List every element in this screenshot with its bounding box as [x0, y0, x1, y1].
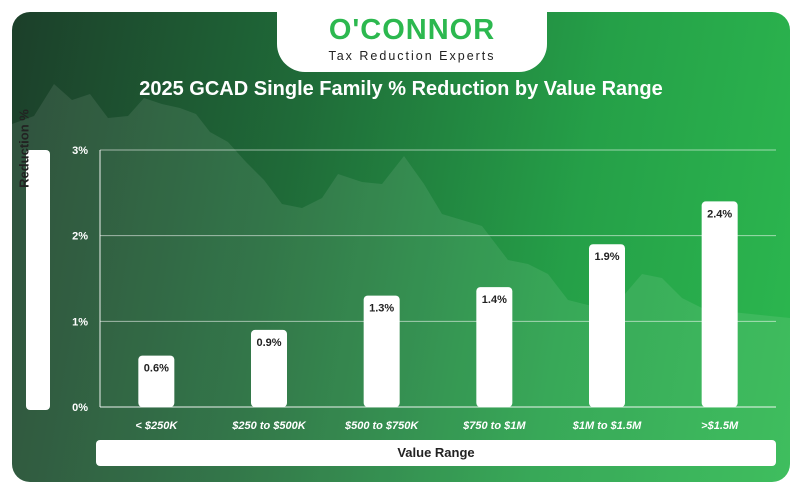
chart-title: 2025 GCAD Single Family % Reduction by V… [139, 78, 663, 100]
bar-value-label: 1.3% [369, 303, 394, 315]
bar [251, 329, 287, 407]
x-axis-label: Value Range [96, 440, 776, 466]
bar-value-label: 1.4% [482, 294, 507, 306]
x-tick-label: $750 to $1M [462, 420, 526, 432]
bar [589, 244, 625, 407]
x-tick-label: $250 to $500K [231, 420, 306, 432]
bar [363, 295, 400, 407]
bar [476, 287, 513, 407]
bar-value-label: 1.9% [594, 251, 619, 263]
brand-tagline: Tax Reduction Experts [328, 49, 496, 63]
y-tick-label: 0% [72, 402, 88, 414]
y-axis-label-box [26, 150, 50, 410]
logo-tab: O'CONNOR Tax Reduction Experts [277, 12, 547, 72]
bar-value-label: 0.9% [256, 337, 281, 349]
bar [701, 201, 738, 407]
y-tick-label: 1% [72, 316, 88, 328]
bar [138, 355, 175, 407]
x-tick-label: $1M to $1.5M [572, 420, 642, 432]
bar-value-label: 0.6% [144, 363, 169, 375]
x-tick-label: $500 to $750K [344, 420, 419, 432]
brand-logo: O'CONNOR [328, 14, 496, 46]
y-tick-label: 2% [72, 231, 88, 243]
x-tick-label: >$1.5M [701, 420, 739, 432]
y-tick-label: 3% [72, 145, 88, 157]
x-tick-label: < $250K [135, 420, 178, 432]
bar-chart: 0% 1% 2% 3% 0.6% < $250K 0.9% $250 to $500K 1.3%… [72, 145, 776, 432]
bar-value-label: 2.4% [707, 208, 732, 220]
chart-card: O'CONNOR Tax Reduction Experts 2025 GCAD… [12, 12, 790, 482]
